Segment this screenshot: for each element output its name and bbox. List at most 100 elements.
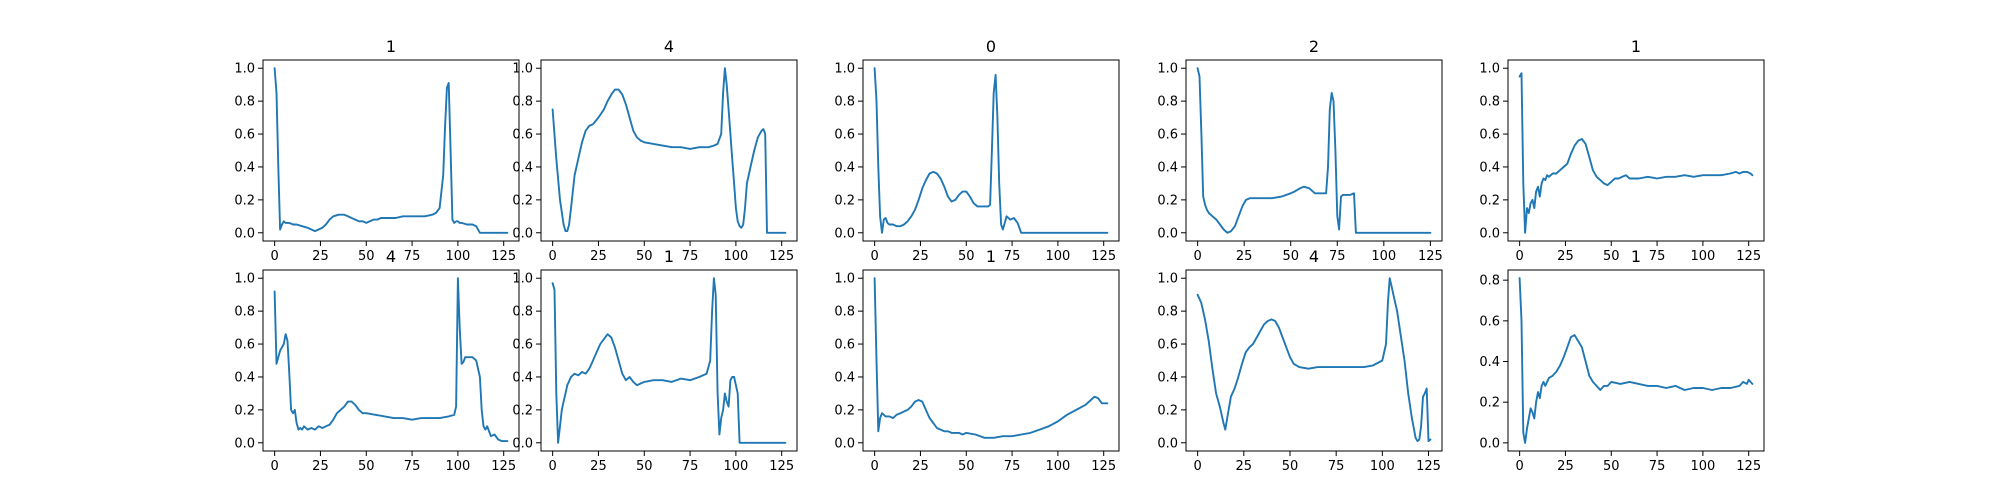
series-line	[273, 277, 509, 443]
series-line	[1196, 67, 1432, 234]
y-tick-label: 0.2	[1479, 396, 1500, 411]
subplot-title: 1	[1631, 37, 1641, 56]
y-tick-label: 0.6	[1479, 128, 1500, 143]
x-tick-label: 125	[1736, 459, 1761, 474]
series-line	[273, 67, 509, 234]
x-tick-label: 125	[491, 249, 516, 264]
x-tick-label: 125	[769, 459, 794, 474]
x-tick-label: 25	[1557, 249, 1574, 264]
y-tick-label: 0.4	[1157, 160, 1178, 175]
y-tick-label: 0.2	[234, 193, 255, 208]
series-line	[1518, 72, 1754, 234]
y-tick-label: 1.0	[1157, 62, 1178, 77]
y-tick-label: 0.0	[512, 436, 533, 451]
x-tick-label: 75	[1004, 249, 1021, 264]
x-tick-label: 100	[1690, 459, 1715, 474]
y-tick-label: 1.0	[1157, 272, 1178, 287]
x-tick-label: 100	[1690, 249, 1715, 264]
x-tick-label: 75	[682, 459, 699, 474]
y-tick-label: 0.8	[1157, 305, 1178, 320]
x-tick-label: 75	[1649, 249, 1666, 264]
x-tick-label: 50	[1603, 249, 1620, 264]
subplot-9: 4 0 25 50 75 100 125 0.0 0.2 0.4 0.6 0.8 1.0	[1157, 247, 1443, 474]
x-tick-label: 100	[1045, 459, 1070, 474]
x-tick-label: 75	[404, 249, 421, 264]
x-tick-label: 75	[1328, 459, 1345, 474]
x-tick-label: 0	[270, 459, 278, 474]
x-tick-label: 0	[1515, 459, 1523, 474]
y-tick-label: 0.6	[834, 128, 855, 143]
x-tick-label: 100	[1370, 459, 1395, 474]
y-tick-label: 1.0	[512, 62, 533, 77]
x-tick-label: 125	[1416, 459, 1441, 474]
x-tick-label: 50	[1282, 249, 1299, 264]
y-tick-label: 0.4	[512, 160, 533, 175]
subplot-10: 1 0 25 50 75 100 125 0.0 0.2 0.4 0.6 0.8	[1479, 247, 1765, 474]
series-line	[873, 67, 1109, 234]
y-tick-label: 0.2	[512, 403, 533, 418]
x-tick-label: 25	[312, 459, 329, 474]
subplot-title: 1	[986, 247, 996, 266]
y-tick-label: 0.0	[234, 226, 255, 241]
subplot-title: 0	[986, 37, 996, 56]
y-tick-label: 0.0	[234, 436, 255, 451]
series-line	[551, 277, 787, 444]
x-tick-label: 125	[1091, 459, 1116, 474]
series-line	[1518, 277, 1754, 444]
subplot-title: 1	[664, 247, 674, 266]
y-tick-label: 0.2	[834, 403, 855, 418]
x-tick-label: 25	[590, 459, 607, 474]
axes-frame	[262, 269, 520, 452]
x-tick-label: 0	[1193, 249, 1201, 264]
y-tick-label: 1.0	[834, 62, 855, 77]
x-tick-label: 125	[1418, 249, 1443, 264]
x-tick-label: 125	[769, 249, 794, 264]
y-tick-label: 0.8	[1157, 95, 1178, 110]
y-tick-label: 0.8	[234, 305, 255, 320]
subplot-title: 2	[1309, 37, 1319, 56]
axes-frame	[540, 269, 798, 452]
x-tick-label: 50	[636, 249, 653, 264]
x-tick-label: 75	[1329, 249, 1346, 264]
y-tick-label: 0.6	[1157, 338, 1178, 353]
x-tick-label: 25	[912, 249, 929, 264]
subplot-title: 4	[664, 37, 674, 56]
subplot-title: 4	[386, 247, 396, 266]
y-tick-label: 0.2	[1157, 403, 1178, 418]
y-tick-label: 0.0	[1479, 226, 1500, 241]
x-tick-label: 0	[270, 249, 278, 264]
x-tick-label: 50	[1603, 459, 1620, 474]
x-tick-label: 50	[958, 459, 975, 474]
axes-frame	[262, 59, 520, 242]
x-tick-label: 100	[1371, 249, 1396, 264]
subplot-1: 1 0 25 50 75 100 125 0.0 0.2 0.4 0.6 0.8 1.0	[234, 37, 520, 264]
y-tick-label: 0.8	[834, 95, 855, 110]
x-tick-label: 0	[870, 459, 878, 474]
x-tick-label: 100	[445, 459, 470, 474]
x-tick-label: 125	[1736, 249, 1761, 264]
y-tick-label: 0.0	[834, 226, 855, 241]
x-tick-label: 50	[358, 249, 375, 264]
subplot-title: 1	[1631, 247, 1641, 266]
x-tick-label: 75	[682, 249, 699, 264]
y-tick-label: 0.8	[512, 95, 533, 110]
x-tick-label: 25	[912, 459, 929, 474]
x-tick-label: 75	[404, 459, 421, 474]
x-tick-label: 0	[548, 249, 556, 264]
subplot-8: 1 0 25 50 75 100 125 0.0 0.2 0.4 0.6 0.8 1.0	[834, 247, 1120, 474]
y-tick-label: 0.2	[512, 193, 533, 208]
x-tick-label: 0	[870, 249, 878, 264]
y-tick-label: 0.6	[1157, 128, 1178, 143]
y-tick-label: 0.0	[1479, 436, 1500, 451]
subplot-title: 1	[386, 37, 396, 56]
y-tick-label: 0.6	[834, 338, 855, 353]
y-tick-label: 1.0	[1479, 62, 1500, 77]
x-tick-label: 25	[1236, 459, 1253, 474]
y-tick-label: 0.6	[234, 338, 255, 353]
subplot-2: 4 0 25 50 75 100 125 0.0 0.2 0.4 0.6 0.8 1.0	[512, 37, 798, 264]
y-tick-label: 0.4	[834, 160, 855, 175]
axes-frame	[1185, 269, 1443, 452]
y-tick-label: 0.4	[234, 160, 255, 175]
x-tick-label: 75	[1649, 459, 1666, 474]
